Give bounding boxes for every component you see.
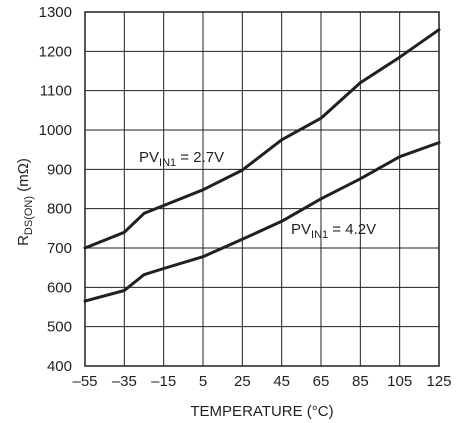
y-tick-label: 1100: [40, 83, 72, 100]
y-tick-label: 800: [47, 201, 72, 218]
x-tick-label: 105: [387, 373, 412, 390]
y-tick-label: 1200: [39, 43, 72, 60]
series-line-1: [83, 141, 441, 303]
y-tick-label: 500: [47, 319, 72, 336]
x-tick-label: 65: [313, 373, 330, 390]
y-axis-tick-labels: 400 500 600 700 800 900 1000 1100 1200 1300: [39, 4, 72, 375]
x-tick-label: 25: [234, 373, 251, 390]
y-axis-title-subscript: DS(ON): [23, 196, 35, 235]
x-tick-label: 5: [199, 373, 207, 390]
series-line-0: [83, 28, 441, 250]
y-tick-label: 1300: [39, 4, 72, 21]
x-tick-label: –35: [112, 373, 137, 390]
y-axis-title-prefix: R: [15, 235, 32, 246]
x-tick-label: 125: [426, 373, 451, 390]
y-tick-label: 1000: [39, 122, 72, 139]
x-tick-label: –15: [151, 373, 176, 390]
y-axis-title: RDS(ON) (mΩ): [15, 158, 35, 246]
y-tick-label: 900: [47, 161, 72, 178]
plot-area-frame: [84, 11, 440, 367]
series-label-4-2v-prefix: PV: [291, 221, 311, 238]
y-tick-label: 700: [47, 240, 72, 257]
x-tick-label: –55: [72, 373, 97, 390]
series-label-2-7v-suffix: = 2.7V: [176, 149, 224, 166]
series-label-2-7v: PVIN1 = 2.7V: [139, 149, 224, 169]
x-tick-label: 45: [273, 373, 290, 390]
y-tick-label: 400: [47, 358, 72, 375]
x-tick-label: 85: [352, 373, 369, 390]
series-label-4-2v: PVIN1 = 4.2V: [291, 221, 376, 241]
y-tick-label: 600: [47, 279, 72, 296]
data-series: [83, 28, 441, 303]
y-axis-title-suffix: (mΩ): [15, 158, 32, 196]
series-label-4-2v-subscript: IN1: [311, 229, 328, 241]
x-axis-tick-labels: –55 –35 –15 5 25 45 65 85 105 125: [72, 373, 451, 390]
series-label-4-2v-suffix: = 4.2V: [328, 221, 376, 238]
x-axis-title: TEMPERATURE (°C): [190, 403, 333, 420]
series-label-2-7v-prefix: PV: [139, 149, 159, 166]
series-label-2-7v-subscript: IN1: [159, 157, 176, 169]
